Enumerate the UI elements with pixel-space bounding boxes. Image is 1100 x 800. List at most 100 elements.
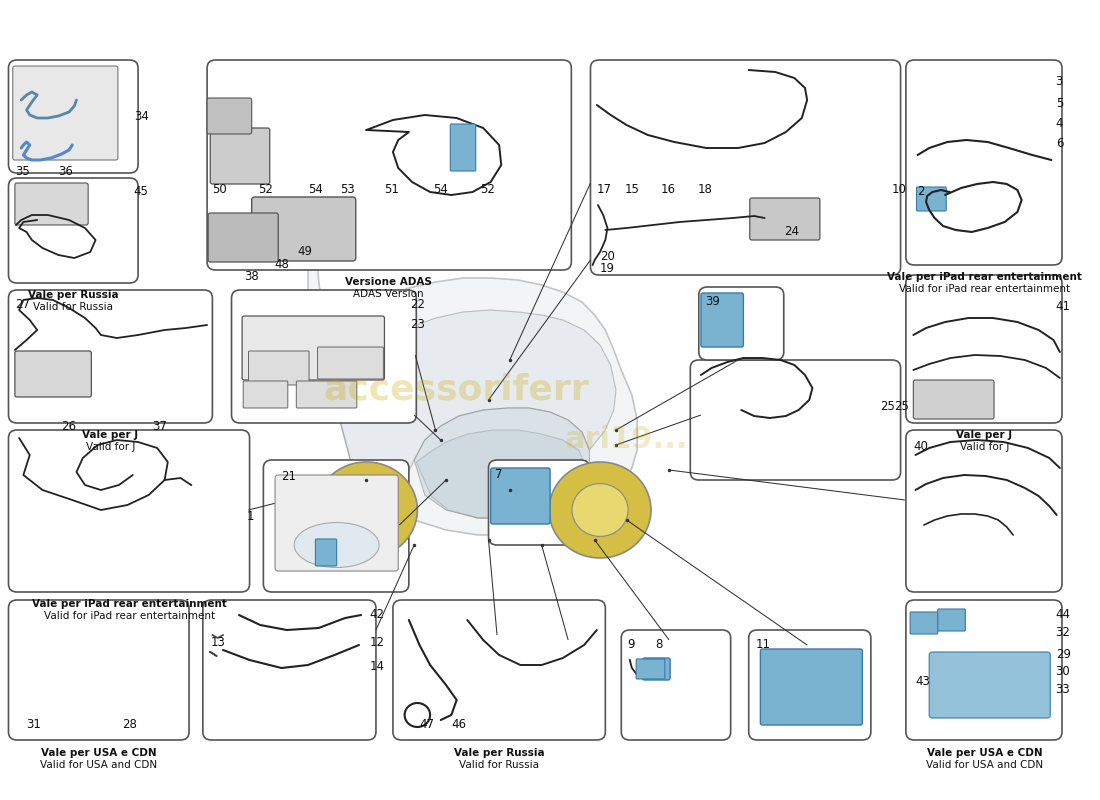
Text: 51: 51 [384,183,399,196]
Text: Valid for J: Valid for J [86,442,135,452]
Text: 26: 26 [62,420,77,433]
Text: 28: 28 [122,718,138,731]
FancyBboxPatch shape [916,187,946,211]
Text: 11: 11 [756,638,771,651]
Text: 19: 19 [600,262,615,275]
FancyBboxPatch shape [13,66,118,160]
Text: 15: 15 [625,183,639,196]
Text: 18: 18 [697,183,713,196]
Text: ari19...: ari19... [564,426,689,454]
Text: Vale per Russia: Vale per Russia [454,748,544,758]
FancyBboxPatch shape [906,430,1062,592]
Text: 38: 38 [244,270,258,283]
FancyBboxPatch shape [242,316,384,380]
FancyBboxPatch shape [249,351,309,385]
Text: Vale per iPad rear entertainment: Vale per iPad rear entertainment [887,272,1082,282]
Polygon shape [329,310,616,505]
FancyBboxPatch shape [906,60,1062,265]
Text: 48: 48 [274,258,289,271]
FancyBboxPatch shape [208,213,278,262]
Polygon shape [415,408,590,518]
FancyBboxPatch shape [621,630,730,740]
Text: 10: 10 [892,183,907,196]
Text: 34: 34 [134,110,148,123]
Text: 40: 40 [913,440,928,453]
Text: 24: 24 [784,225,799,238]
FancyBboxPatch shape [207,98,252,134]
Text: 33: 33 [1056,683,1070,696]
Text: ADAS Version: ADAS Version [353,289,424,299]
Text: 7: 7 [495,468,503,481]
Text: accessoriferr: accessoriferr [323,373,590,407]
Circle shape [316,462,417,558]
Text: 21: 21 [282,470,296,483]
Polygon shape [416,430,586,518]
Text: Versione ADAS: Versione ADAS [345,277,432,287]
Text: 22: 22 [410,298,425,311]
FancyBboxPatch shape [9,430,250,592]
FancyBboxPatch shape [15,351,91,397]
FancyBboxPatch shape [937,609,966,631]
FancyBboxPatch shape [701,293,744,347]
Text: 13: 13 [210,636,225,649]
FancyBboxPatch shape [210,128,270,184]
FancyBboxPatch shape [202,600,376,740]
FancyBboxPatch shape [316,539,337,566]
Text: Vale per iPad rear entertainment: Vale per iPad rear entertainment [32,599,227,609]
Text: 50: 50 [212,183,227,196]
Circle shape [572,483,628,536]
FancyBboxPatch shape [9,600,189,740]
FancyBboxPatch shape [296,381,356,408]
Text: 35: 35 [15,165,30,178]
Text: 12: 12 [370,636,385,649]
FancyBboxPatch shape [491,468,550,524]
Text: 44: 44 [1056,608,1070,621]
Text: 46: 46 [451,718,466,731]
FancyBboxPatch shape [318,347,384,379]
Text: 49: 49 [297,245,312,258]
FancyBboxPatch shape [749,630,871,740]
Text: 53: 53 [340,183,354,196]
Text: 9: 9 [628,638,635,651]
Text: 14: 14 [370,660,385,673]
Text: Valid for Russia: Valid for Russia [459,760,539,770]
Text: Valid for Russia: Valid for Russia [33,302,113,312]
Text: 36: 36 [58,165,74,178]
Text: Vale per Russia: Vale per Russia [28,290,119,300]
Text: 23: 23 [410,318,425,331]
FancyBboxPatch shape [906,600,1062,740]
FancyBboxPatch shape [698,287,784,360]
Text: 43: 43 [915,675,931,688]
FancyBboxPatch shape [906,275,1062,423]
Text: 20: 20 [600,250,615,263]
Text: 37: 37 [152,420,167,433]
FancyBboxPatch shape [275,475,398,571]
FancyBboxPatch shape [930,652,1050,718]
FancyBboxPatch shape [636,659,664,679]
Text: Vale per USA e CDN: Vale per USA e CDN [926,748,1043,758]
Text: 42: 42 [370,608,385,621]
Text: 1: 1 [246,510,254,523]
FancyBboxPatch shape [488,460,590,545]
FancyBboxPatch shape [591,60,901,275]
Text: 45: 45 [134,185,148,198]
Text: 27: 27 [15,298,30,311]
FancyBboxPatch shape [9,290,212,423]
FancyBboxPatch shape [910,612,937,634]
FancyBboxPatch shape [207,60,571,270]
Ellipse shape [294,522,379,567]
FancyBboxPatch shape [243,381,288,408]
Text: Valid for iPad rear entertainment: Valid for iPad rear entertainment [899,284,1070,294]
FancyBboxPatch shape [760,649,862,725]
Text: 41: 41 [1056,300,1070,313]
FancyBboxPatch shape [642,658,670,680]
Polygon shape [308,150,637,535]
FancyBboxPatch shape [15,183,88,225]
Text: 17: 17 [597,183,612,196]
Text: 30: 30 [1056,665,1070,678]
Text: Valid for USA and CDN: Valid for USA and CDN [926,760,1043,770]
FancyBboxPatch shape [9,178,139,283]
Text: 47: 47 [419,718,435,731]
Text: 25: 25 [880,400,895,413]
Circle shape [339,483,395,536]
